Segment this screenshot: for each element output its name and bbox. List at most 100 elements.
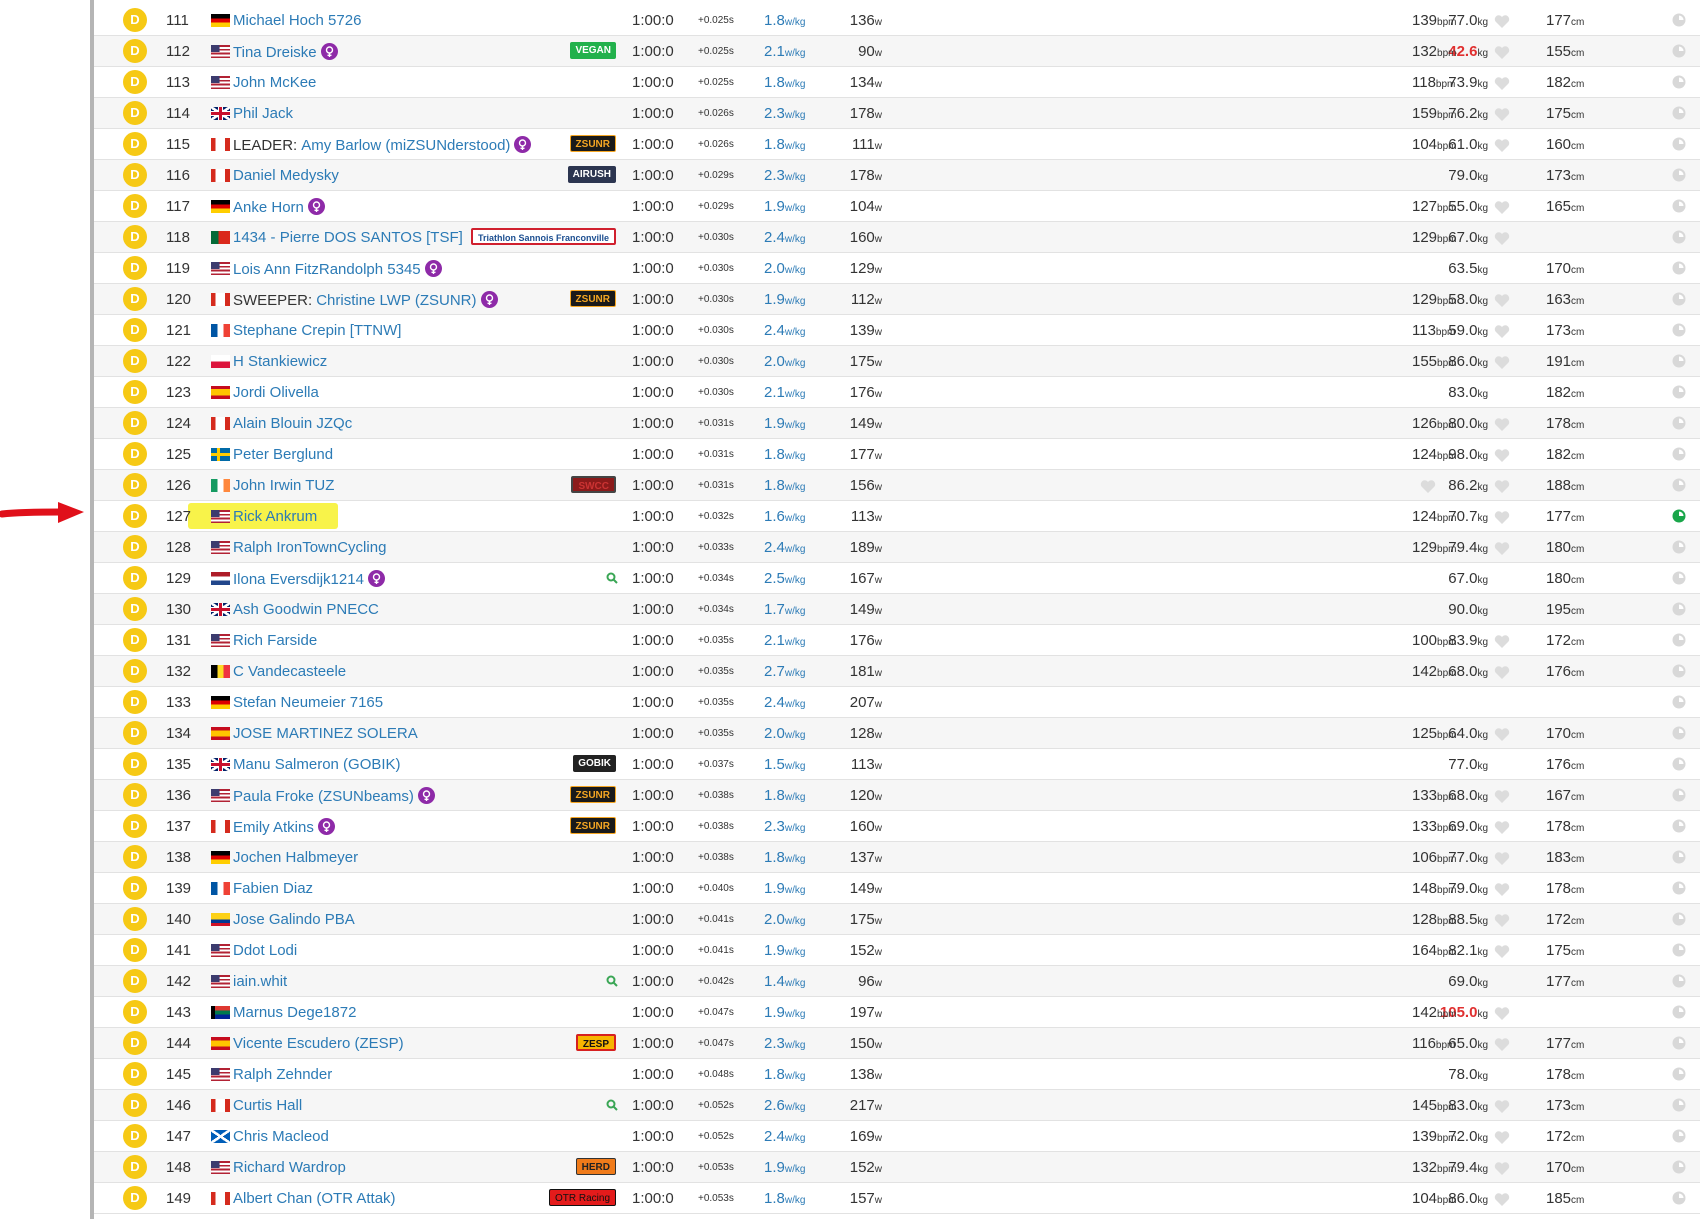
clock-icon xyxy=(1672,788,1686,802)
wkg-value: 1.9 xyxy=(764,291,785,308)
heart-rate: 127bpm xyxy=(1412,198,1456,215)
watts-value: 157 xyxy=(849,1190,875,1207)
heart-icon xyxy=(1494,852,1510,865)
clock-icon xyxy=(1672,385,1686,399)
heart-icon xyxy=(1494,1193,1510,1206)
height-value: 160 xyxy=(1546,136,1572,153)
watts-unit: w xyxy=(874,947,882,958)
rider-name: Stefan Neumeier 7165 xyxy=(233,694,383,711)
flag xyxy=(211,758,230,771)
result-row: D 139 Fabien Diaz 1:00:0 +0.040s 1.9w/kg 149w 7… xyxy=(94,873,1700,904)
watts-value: 152 xyxy=(849,942,875,959)
time: 1:00:0 xyxy=(632,477,674,494)
height-value: 178 xyxy=(1546,818,1572,835)
watts: 178w xyxy=(850,105,882,122)
heart-rate: 132bpm xyxy=(1412,43,1456,60)
weight-value: 88.5 xyxy=(1448,911,1478,928)
wkg-value: 1.9 xyxy=(764,942,785,959)
watts-value: 177 xyxy=(849,446,875,463)
rider-name: Marnus Dege1872 xyxy=(233,1004,356,1021)
hr-icon xyxy=(1420,480,1436,493)
rider-name: Ralph Zehnder xyxy=(233,1066,332,1083)
watts: 120w xyxy=(850,787,882,804)
weight-unit: kg xyxy=(1477,1071,1488,1082)
height-value: 165 xyxy=(1546,198,1572,215)
gap: +0.042s xyxy=(698,976,734,987)
time: 1:00:0 xyxy=(632,570,674,587)
wkg-value: 2.3 xyxy=(764,818,785,835)
height: 175cm xyxy=(1546,942,1584,959)
position: 134 xyxy=(166,725,192,742)
position: 144 xyxy=(166,1035,192,1052)
watts-unit: w xyxy=(874,699,882,710)
gap: +0.030s xyxy=(698,294,734,305)
watts: 160w xyxy=(850,818,882,835)
weight-value: 76.2 xyxy=(1448,105,1478,122)
flag xyxy=(211,1161,230,1174)
category: D xyxy=(123,814,147,838)
name-text: Lois Ann FitzRandolph 5345 xyxy=(233,261,421,278)
wkg-unit: w/kg xyxy=(784,947,806,958)
gap: +0.031s xyxy=(698,449,734,460)
weight-unit: kg xyxy=(1477,1040,1488,1051)
weight-unit: kg xyxy=(1477,730,1488,741)
wkg: 1.5w/kg xyxy=(764,756,805,773)
watts: 197w xyxy=(850,1004,882,1021)
clock-icon xyxy=(1672,44,1686,58)
height: 175cm xyxy=(1546,105,1584,122)
position: 133 xyxy=(166,694,192,711)
rider-name: 1434 - Pierre DOS SANTOS [TSF] xyxy=(233,229,463,246)
height-value: 182 xyxy=(1546,446,1572,463)
position: 149 xyxy=(166,1190,192,1207)
time: 1:00:0 xyxy=(632,880,674,897)
watts-value: 128 xyxy=(849,725,875,742)
wkg: 2.3w/kg xyxy=(764,1035,805,1052)
heart-rate: 126bpm xyxy=(1412,415,1456,432)
category: D xyxy=(123,504,147,528)
wkg-unit: w/kg xyxy=(784,389,806,400)
watts: 217w xyxy=(850,1097,882,1114)
weight-unit: kg xyxy=(1477,544,1488,555)
name-text: Marnus Dege1872 xyxy=(233,1004,357,1021)
name-text: John McKee xyxy=(233,74,317,91)
name-text: iain.whit xyxy=(233,973,288,990)
wkg-value: 2.4 xyxy=(764,694,785,711)
clock-icon xyxy=(1672,1129,1686,1143)
weight: 67.0kg xyxy=(1448,570,1488,587)
gap: +0.034s xyxy=(698,604,734,615)
position: 143 xyxy=(166,1004,192,1021)
height-value: 177 xyxy=(1546,508,1572,525)
watts: 152w xyxy=(850,1159,882,1176)
time: 1:00:0 xyxy=(632,942,674,959)
height: 178cm xyxy=(1546,1066,1584,1083)
time: 1:00:0 xyxy=(632,818,674,835)
weight-value: 72.0 xyxy=(1448,1128,1478,1145)
weight: 61.0kg xyxy=(1448,136,1488,153)
rider-name: Curtis Hall xyxy=(233,1097,302,1114)
heart-rate: 100bpm xyxy=(1412,632,1456,649)
weight-unit: kg xyxy=(1477,1102,1488,1113)
heart-rate: 128bpm xyxy=(1412,911,1456,928)
watts: 138w xyxy=(850,1066,882,1083)
watts-value: 113 xyxy=(850,508,875,525)
wkg-unit: w/kg xyxy=(784,730,806,741)
rider-name: iain.whit xyxy=(233,973,287,990)
result-row: D 149 Albert Chan (OTR Attak) OTR Racing 1:0… xyxy=(94,1183,1700,1214)
height-value: 178 xyxy=(1546,880,1572,897)
weight: 77.0kg xyxy=(1448,12,1488,29)
category: D xyxy=(123,566,147,590)
wkg-unit: w/kg xyxy=(784,668,806,679)
height-unit: cm xyxy=(1571,327,1585,338)
heart-rate: 106bpm xyxy=(1412,849,1456,866)
bpm-value: 129 xyxy=(1412,229,1438,246)
category: D xyxy=(123,1000,147,1024)
gap: +0.047s xyxy=(698,1007,734,1018)
position: 135 xyxy=(166,756,192,773)
bpm-unit: bpm xyxy=(1437,854,1457,865)
result-row: D 129 Ilona Eversdijk1214 1:00:0 +0.034s 2.5w… xyxy=(94,563,1700,594)
bpm-unit: bpm xyxy=(1437,730,1457,741)
name-text: Alain Blouin JZQc xyxy=(233,415,353,432)
category: D xyxy=(123,163,147,187)
height: 182cm xyxy=(1546,384,1584,401)
bpm-value: 124 xyxy=(1412,508,1438,525)
